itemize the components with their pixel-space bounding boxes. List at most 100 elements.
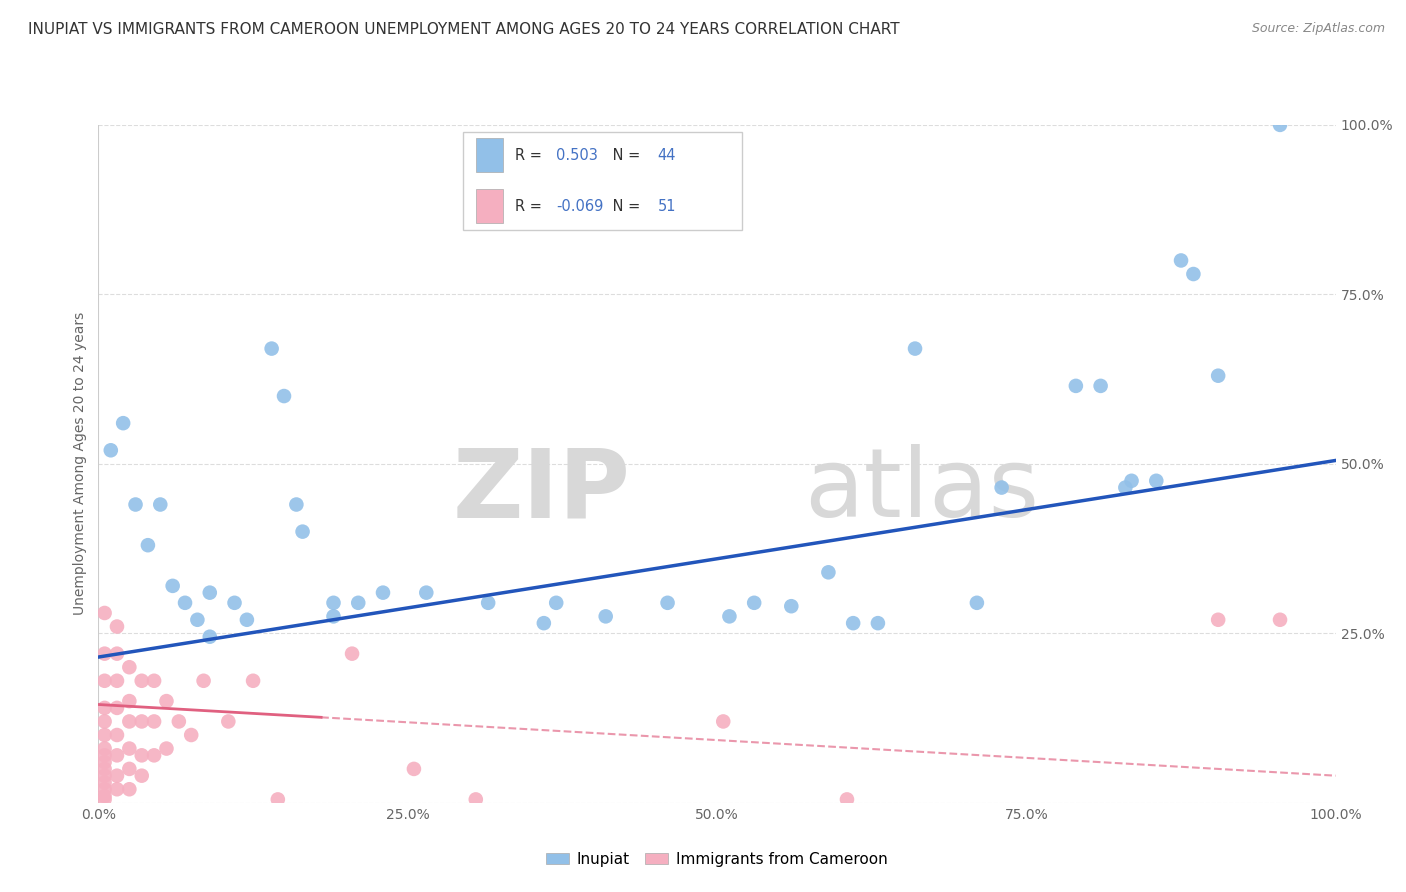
- Point: [118, 762, 141, 776]
- Point: [162, 579, 184, 593]
- Text: atlas: atlas: [804, 444, 1039, 538]
- Point: [118, 782, 141, 797]
- Point: [186, 613, 208, 627]
- Point: [155, 694, 177, 708]
- Point: [260, 342, 283, 356]
- Point: [1268, 613, 1291, 627]
- Point: [112, 416, 135, 430]
- Point: [124, 498, 146, 512]
- Point: [224, 596, 246, 610]
- Point: [742, 596, 765, 610]
- Text: Source: ZipAtlas.com: Source: ZipAtlas.com: [1251, 22, 1385, 36]
- Point: [105, 782, 128, 797]
- Point: [93, 775, 115, 789]
- Point: [193, 673, 215, 688]
- Point: [100, 443, 122, 458]
- Point: [477, 596, 499, 610]
- Text: R =: R =: [516, 148, 547, 163]
- Point: [93, 647, 115, 661]
- Point: [657, 596, 679, 610]
- Point: [93, 748, 115, 763]
- Point: [105, 619, 128, 633]
- Point: [143, 748, 166, 763]
- Point: [340, 647, 363, 661]
- Point: [198, 630, 221, 644]
- Point: [93, 789, 115, 803]
- Point: [93, 673, 115, 688]
- Point: [1114, 481, 1136, 495]
- Point: [93, 606, 115, 620]
- Point: [817, 566, 839, 580]
- Text: INUPIAT VS IMMIGRANTS FROM CAMEROON UNEMPLOYMENT AMONG AGES 20 TO 24 YEARS CORRE: INUPIAT VS IMMIGRANTS FROM CAMEROON UNEM…: [28, 22, 900, 37]
- Point: [93, 741, 115, 756]
- Point: [131, 714, 153, 729]
- Point: [1182, 267, 1205, 281]
- Point: [105, 748, 128, 763]
- Point: [105, 728, 128, 742]
- Point: [415, 585, 437, 599]
- Point: [1170, 253, 1192, 268]
- Text: 51: 51: [658, 199, 676, 214]
- Point: [105, 647, 128, 661]
- Point: [93, 701, 115, 715]
- Point: [105, 673, 128, 688]
- Point: [143, 673, 166, 688]
- Point: [198, 585, 221, 599]
- Point: [595, 609, 617, 624]
- Point: [1206, 613, 1229, 627]
- Point: [285, 498, 308, 512]
- Point: [136, 538, 159, 552]
- Point: [93, 769, 115, 783]
- Point: [1268, 118, 1291, 132]
- Point: [322, 609, 344, 624]
- Point: [105, 701, 128, 715]
- FancyBboxPatch shape: [464, 132, 742, 230]
- Point: [322, 596, 344, 610]
- Point: [1090, 379, 1112, 393]
- Point: [990, 481, 1012, 495]
- Text: R =: R =: [516, 199, 547, 214]
- Text: N =: N =: [609, 199, 645, 214]
- Point: [93, 762, 115, 776]
- Point: [1206, 368, 1229, 383]
- Point: [402, 762, 425, 776]
- Point: [180, 728, 202, 742]
- Point: [533, 616, 555, 631]
- Point: [291, 524, 314, 539]
- Point: [93, 728, 115, 742]
- Point: [131, 748, 153, 763]
- Point: [155, 741, 177, 756]
- Point: [966, 596, 988, 610]
- Point: [711, 714, 734, 729]
- Bar: [475, 138, 503, 172]
- Point: [93, 792, 115, 806]
- Point: [718, 609, 741, 624]
- Point: [842, 616, 865, 631]
- Point: [347, 596, 370, 610]
- Point: [546, 596, 568, 610]
- Point: [118, 660, 141, 674]
- Point: [866, 616, 889, 631]
- Point: [118, 694, 141, 708]
- Point: [174, 596, 197, 610]
- Point: [93, 755, 115, 769]
- Legend: Inupiat, Immigrants from Cameroon: Inupiat, Immigrants from Cameroon: [540, 846, 894, 873]
- Point: [131, 769, 153, 783]
- Point: [143, 714, 166, 729]
- Point: [267, 792, 290, 806]
- Point: [217, 714, 239, 729]
- Text: 44: 44: [658, 148, 676, 163]
- Point: [131, 673, 153, 688]
- Point: [371, 585, 394, 599]
- Point: [118, 741, 141, 756]
- Bar: [475, 189, 503, 223]
- Text: 0.503: 0.503: [557, 148, 598, 163]
- Point: [236, 613, 259, 627]
- Point: [464, 792, 486, 806]
- Point: [273, 389, 295, 403]
- Point: [118, 714, 141, 729]
- Point: [1064, 379, 1087, 393]
- Text: N =: N =: [609, 148, 645, 163]
- Point: [105, 769, 128, 783]
- Point: [93, 782, 115, 797]
